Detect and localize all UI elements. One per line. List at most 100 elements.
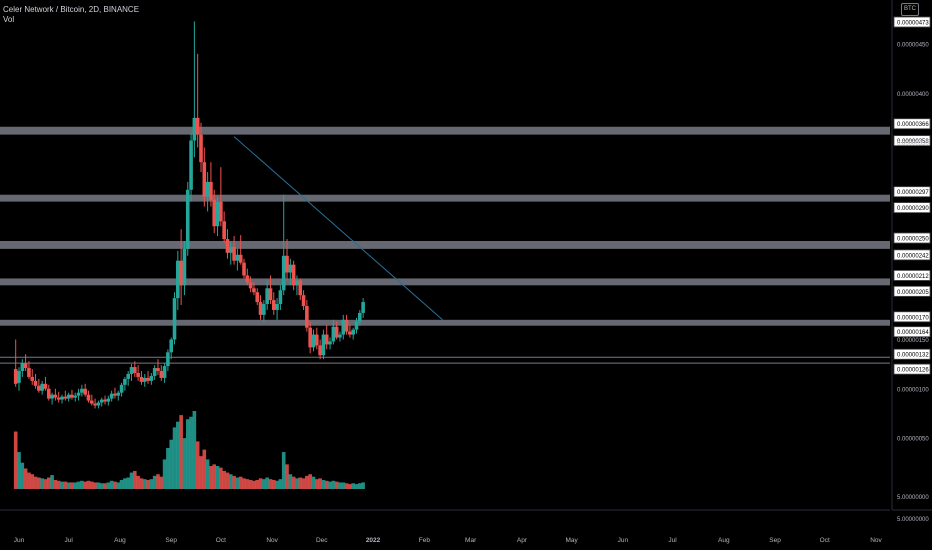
candle-body (182, 248, 187, 286)
volume-bar (209, 466, 213, 489)
time-tick-label: 2022 (366, 537, 381, 544)
candle-body (281, 255, 286, 291)
volume-bar (212, 464, 217, 489)
candle-body (341, 319, 346, 335)
volume-bars (13, 411, 365, 489)
candle-body (358, 312, 362, 322)
volume-bar (219, 467, 223, 489)
volume-bar (123, 478, 127, 489)
level-label: 0.00000132 (897, 353, 929, 359)
chart-title: Celer Network / Bitcoin, 2D, BINANCE (3, 5, 140, 14)
volume-bar (23, 468, 28, 489)
candle-body (232, 246, 236, 261)
volume-bar (169, 439, 174, 489)
candle-body (162, 366, 167, 378)
volume-bar (311, 476, 316, 489)
candle-body (228, 246, 233, 253)
candle-body (252, 288, 256, 293)
level-label: 0.00000358 (897, 139, 929, 145)
volume-bar (215, 466, 220, 489)
volume-bar (278, 479, 283, 489)
candle-body (129, 367, 134, 374)
volume-bar (305, 475, 309, 489)
time-tick-label: Nov (870, 537, 882, 544)
candle-body (30, 376, 35, 381)
candle-body (13, 369, 18, 384)
candle-body (225, 239, 230, 253)
time-tick-label: Feb (419, 537, 431, 544)
volume-bar (103, 483, 107, 489)
time-tick-label: Oct (820, 537, 830, 544)
volume-bar (192, 411, 197, 489)
volume-bar (308, 474, 312, 489)
candle-body (209, 181, 213, 200)
volume-bar (83, 481, 87, 489)
volume-tick-label: 5.00000000 (897, 517, 929, 523)
candle-body (222, 221, 226, 240)
level-label: 0.00000170 (897, 315, 929, 321)
candle-body (169, 339, 174, 353)
candle-body (298, 280, 303, 296)
volume-bar (334, 481, 339, 489)
candle-body (192, 117, 197, 141)
candle-body (20, 363, 25, 372)
price-tick-label: 0.00000100 (897, 387, 929, 393)
volume-bar (33, 476, 38, 489)
volume-bar (285, 464, 289, 489)
volume-bar (116, 482, 121, 489)
currency-badge[interactable]: BTC (901, 3, 919, 16)
time-tick-label: Nov (266, 537, 278, 544)
volume-bar (295, 478, 299, 489)
time-tick-label: Dec (316, 537, 328, 544)
level-band (0, 319, 890, 326)
horizontal-levels (0, 126, 890, 364)
level-label-box (893, 311, 931, 323)
volume-bar (159, 476, 164, 489)
level-label-box (893, 285, 931, 297)
time-tick-label: Aug (114, 537, 126, 544)
price-tick-label: 0.00000450 (897, 43, 929, 49)
volume-bar (341, 482, 346, 489)
candle-body (305, 306, 309, 328)
candle-body (219, 201, 223, 222)
candle-body (83, 388, 87, 395)
volume-bar (30, 474, 35, 489)
time-tick-label: Sep (165, 537, 177, 544)
volume-bar (99, 483, 104, 489)
time-tick-label: Jun (14, 537, 25, 544)
volume-bar (228, 474, 233, 489)
volume-bar (56, 480, 61, 489)
candle-body (268, 288, 273, 301)
level-label: 0.00000250 (897, 237, 929, 243)
candle-body (321, 334, 326, 356)
level-label-box (893, 186, 931, 198)
candle-body (89, 400, 94, 404)
level-label: 0.00000366 (897, 122, 929, 128)
trendline (233, 136, 443, 321)
candle-body (328, 341, 332, 345)
volume-bar (314, 479, 319, 489)
level-label-box (893, 135, 931, 147)
volume-bar (46, 477, 51, 489)
volume-bar (225, 472, 230, 489)
candle-body (60, 396, 64, 400)
candle-body (351, 329, 355, 335)
volume-bar (185, 419, 190, 489)
level-label-box (893, 326, 931, 338)
candle-body (311, 334, 316, 348)
volume-bar (232, 475, 236, 489)
candle-body (235, 254, 240, 261)
candle-body (156, 368, 160, 372)
time-axis: Jun Jul Aug Sep Oct Nov Dec 2022 Feb Mar Apr May Jun… (0, 509, 890, 544)
level-band (0, 194, 890, 202)
time-tick-label: Aug (718, 537, 730, 544)
volume-bar (60, 481, 64, 489)
volume-bar (80, 480, 84, 489)
volume-bar (242, 478, 246, 489)
candle-body (80, 388, 84, 393)
volume-bar (133, 470, 137, 489)
candle-body (301, 295, 306, 307)
volume-bar (182, 438, 187, 489)
candle-body (53, 394, 58, 398)
